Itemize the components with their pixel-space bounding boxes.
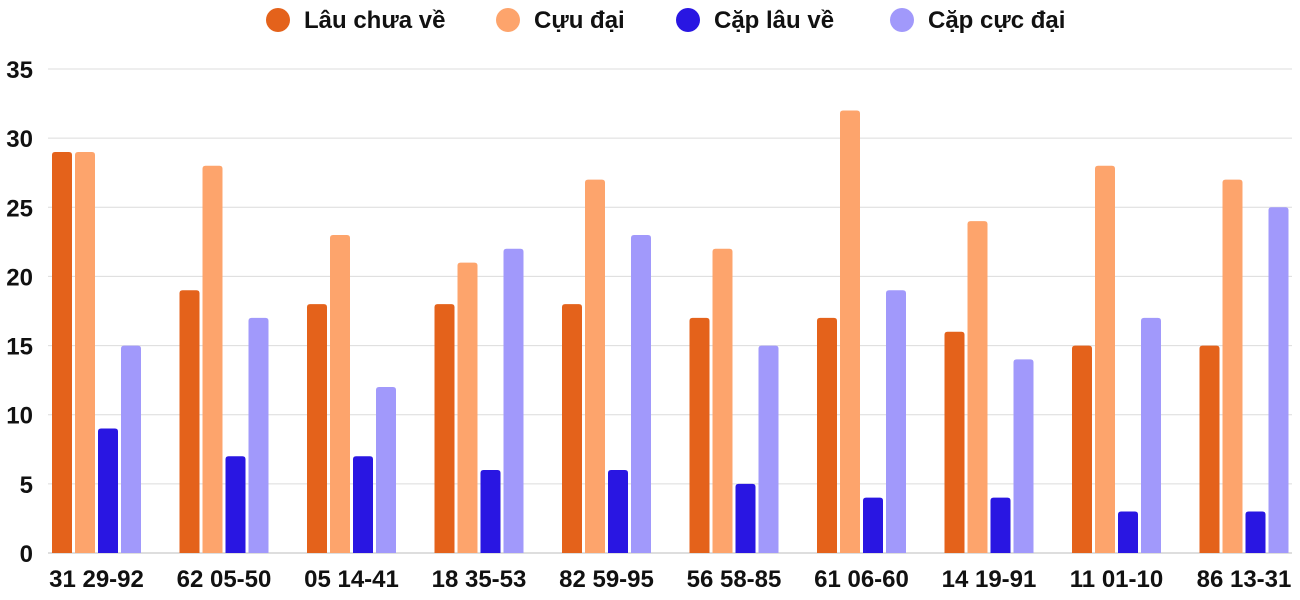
legend-label: Cặp cực đại — [928, 7, 1065, 34]
chart-bars — [52, 110, 1289, 554]
y-tick-label: 10 — [6, 403, 33, 430]
x-tick-label: 05 14-41 — [304, 566, 399, 593]
legend-swatch — [890, 8, 914, 32]
bar-group — [179, 165, 269, 554]
bar[interactable] — [840, 110, 860, 553]
bar[interactable] — [817, 317, 837, 553]
bar[interactable] — [202, 165, 223, 554]
bar[interactable] — [990, 497, 1011, 553]
legend-swatch — [266, 8, 290, 32]
bar[interactable] — [608, 470, 628, 553]
bar[interactable] — [457, 262, 478, 553]
bar[interactable] — [758, 345, 779, 553]
bar[interactable] — [353, 456, 373, 553]
bar[interactable] — [98, 428, 118, 553]
legend-swatch — [496, 8, 520, 32]
bar-group — [689, 248, 779, 553]
bar[interactable] — [179, 290, 200, 553]
bar[interactable] — [1245, 511, 1266, 553]
x-tick-label: 61 06-60 — [814, 566, 909, 593]
y-tick-label: 20 — [6, 264, 33, 291]
bar[interactable] — [1118, 511, 1138, 553]
y-tick-label: 35 — [6, 57, 33, 84]
legend-label: Lâu chưa về — [304, 7, 445, 34]
bar[interactable] — [480, 470, 501, 553]
bar[interactable] — [562, 304, 582, 553]
bar-group — [52, 151, 141, 553]
bar[interactable] — [434, 304, 455, 553]
bar[interactable] — [330, 234, 350, 553]
bar[interactable] — [248, 317, 269, 553]
bar[interactable] — [307, 304, 327, 553]
bar-group — [817, 110, 906, 553]
bar[interactable] — [1141, 317, 1161, 553]
chart-legend: Lâu chưa về Cựu đại Cặp lâu về Cặp cực đại — [266, 7, 1065, 34]
x-tick-label: 31 29-92 — [49, 566, 144, 593]
x-tick-label: 18 35-53 — [432, 566, 527, 593]
bar[interactable] — [886, 290, 906, 553]
bar[interactable] — [967, 221, 988, 553]
y-tick-label: 0 — [20, 541, 33, 568]
bar-group — [562, 179, 651, 553]
bar[interactable] — [712, 248, 733, 553]
bar[interactable] — [121, 345, 141, 553]
legend-label: Cựu đại — [534, 7, 625, 34]
bar[interactable] — [1072, 345, 1092, 553]
bar[interactable] — [735, 483, 756, 553]
x-tick-label: 14 19-91 — [942, 566, 1037, 593]
y-tick-label: 5 — [20, 472, 33, 499]
x-axis: 31 29-92 62 05-50 05 14-41 18 35-53 82 59-95… — [49, 566, 1291, 593]
bar[interactable] — [75, 151, 95, 553]
legend-label: Cặp lâu về — [714, 7, 834, 34]
bar[interactable] — [689, 317, 710, 553]
bar[interactable] — [631, 234, 651, 553]
bar[interactable] — [1222, 179, 1243, 553]
bar-group — [1072, 165, 1161, 554]
bar[interactable] — [1013, 359, 1034, 553]
legend-swatch — [676, 8, 700, 32]
bar[interactable] — [225, 456, 246, 553]
bar[interactable] — [503, 248, 524, 553]
y-axis: 0 5 10 15 20 25 30 35 — [6, 57, 33, 568]
bar[interactable] — [1199, 345, 1220, 553]
bar[interactable] — [376, 387, 396, 553]
x-tick-label: 82 59-95 — [559, 566, 654, 593]
y-tick-label: 30 — [6, 126, 33, 153]
legend-item[interactable]: Lâu chưa về — [266, 7, 445, 34]
legend-item[interactable]: Cặp lâu về — [676, 7, 834, 34]
y-tick-label: 25 — [6, 195, 33, 222]
bar-group — [434, 248, 524, 553]
x-tick-label: 11 01-10 — [1070, 566, 1163, 593]
bar-group — [307, 234, 396, 553]
bar[interactable] — [944, 331, 965, 553]
legend-item[interactable]: Cựu đại — [496, 7, 625, 34]
y-tick-label: 15 — [6, 334, 33, 361]
bar[interactable] — [52, 151, 72, 553]
bar[interactable] — [863, 497, 883, 553]
x-tick-label: 86 13-31 — [1197, 566, 1292, 593]
bar-group — [1199, 179, 1289, 554]
bar[interactable] — [1268, 207, 1289, 554]
x-tick-label: 62 05-50 — [177, 566, 272, 593]
legend-item[interactable]: Cặp cực đại — [890, 7, 1065, 34]
x-tick-label: 56 58-85 — [687, 566, 782, 593]
bar[interactable] — [1095, 165, 1115, 554]
bar-group — [944, 221, 1034, 553]
bar[interactable] — [585, 179, 605, 553]
